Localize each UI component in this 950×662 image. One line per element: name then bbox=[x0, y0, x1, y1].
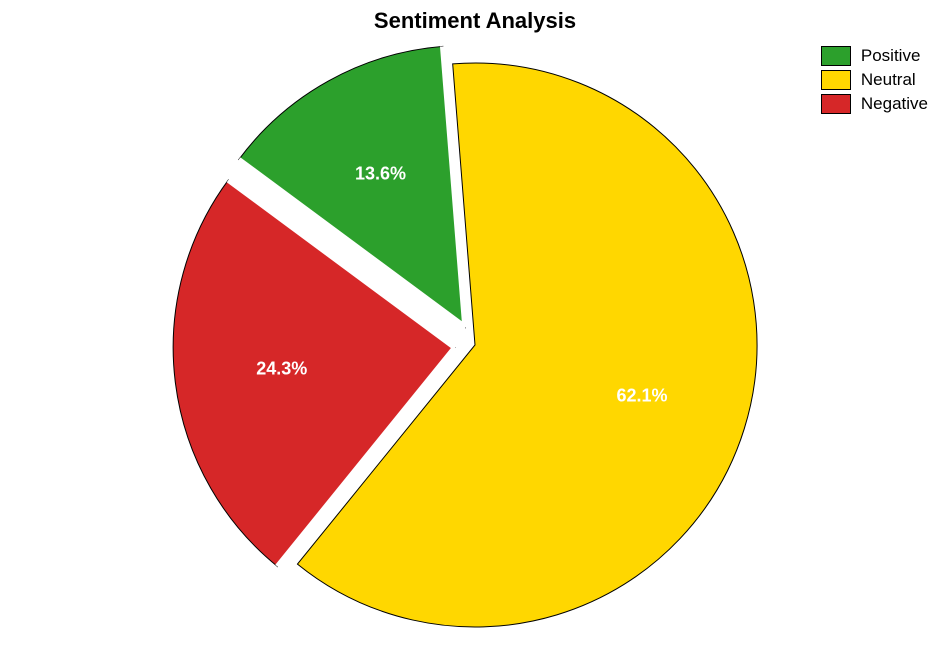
pie-slice-label-neutral: 62.1% bbox=[616, 386, 667, 406]
chart-container: Sentiment Analysis 13.6%62.1%24.3% Posit… bbox=[0, 0, 950, 662]
pie-slice-label-positive: 13.6% bbox=[355, 163, 406, 183]
legend-label: Negative bbox=[861, 94, 928, 114]
legend-item-positive: Positive bbox=[821, 46, 928, 66]
legend: Positive Neutral Negative bbox=[821, 46, 928, 118]
legend-swatch-icon bbox=[821, 94, 851, 114]
legend-item-neutral: Neutral bbox=[821, 70, 928, 90]
pie-chart-svg: 13.6% 62.1% 24.3% bbox=[0, 0, 950, 662]
pie-slice-label-negative: 24.3% bbox=[256, 358, 307, 378]
legend-label: Positive bbox=[861, 46, 921, 66]
legend-label: Neutral bbox=[861, 70, 916, 90]
legend-item-negative: Negative bbox=[821, 94, 928, 114]
legend-swatch-icon bbox=[821, 46, 851, 66]
legend-swatch-icon bbox=[821, 70, 851, 90]
